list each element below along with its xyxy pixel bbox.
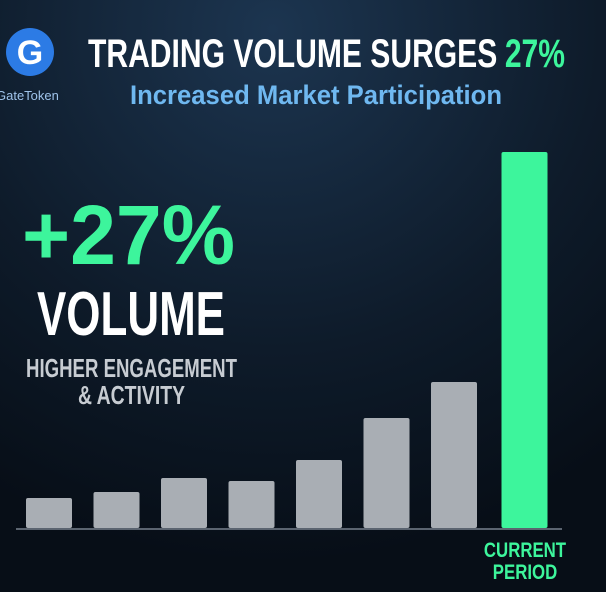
bar — [93, 492, 140, 528]
title-main: TRADING VOLUME SURGES — [88, 32, 497, 76]
callout-caption: & ACTIVITY — [78, 380, 185, 410]
logo-letter: G — [17, 34, 43, 72]
bar — [363, 418, 410, 528]
subtitle: Increased Market Participation — [130, 80, 502, 110]
bar — [161, 478, 207, 528]
bar — [296, 460, 342, 528]
brand-name: GateToken — [0, 88, 59, 103]
bar — [431, 382, 477, 528]
bar — [228, 481, 275, 528]
logo — [6, 28, 54, 76]
callout-caption: HIGHER ENGAGEMENT — [26, 353, 237, 383]
callout-label: VOLUME — [37, 280, 225, 349]
chart-title: TRADING VOLUME SURGES27% — [88, 32, 565, 76]
bar — [26, 498, 72, 528]
x-tick-label: CURRENT PERIOD — [483, 539, 566, 584]
title-highlight: 27% — [505, 32, 565, 76]
bar — [501, 152, 548, 528]
callout-headline: +27% — [22, 188, 235, 282]
